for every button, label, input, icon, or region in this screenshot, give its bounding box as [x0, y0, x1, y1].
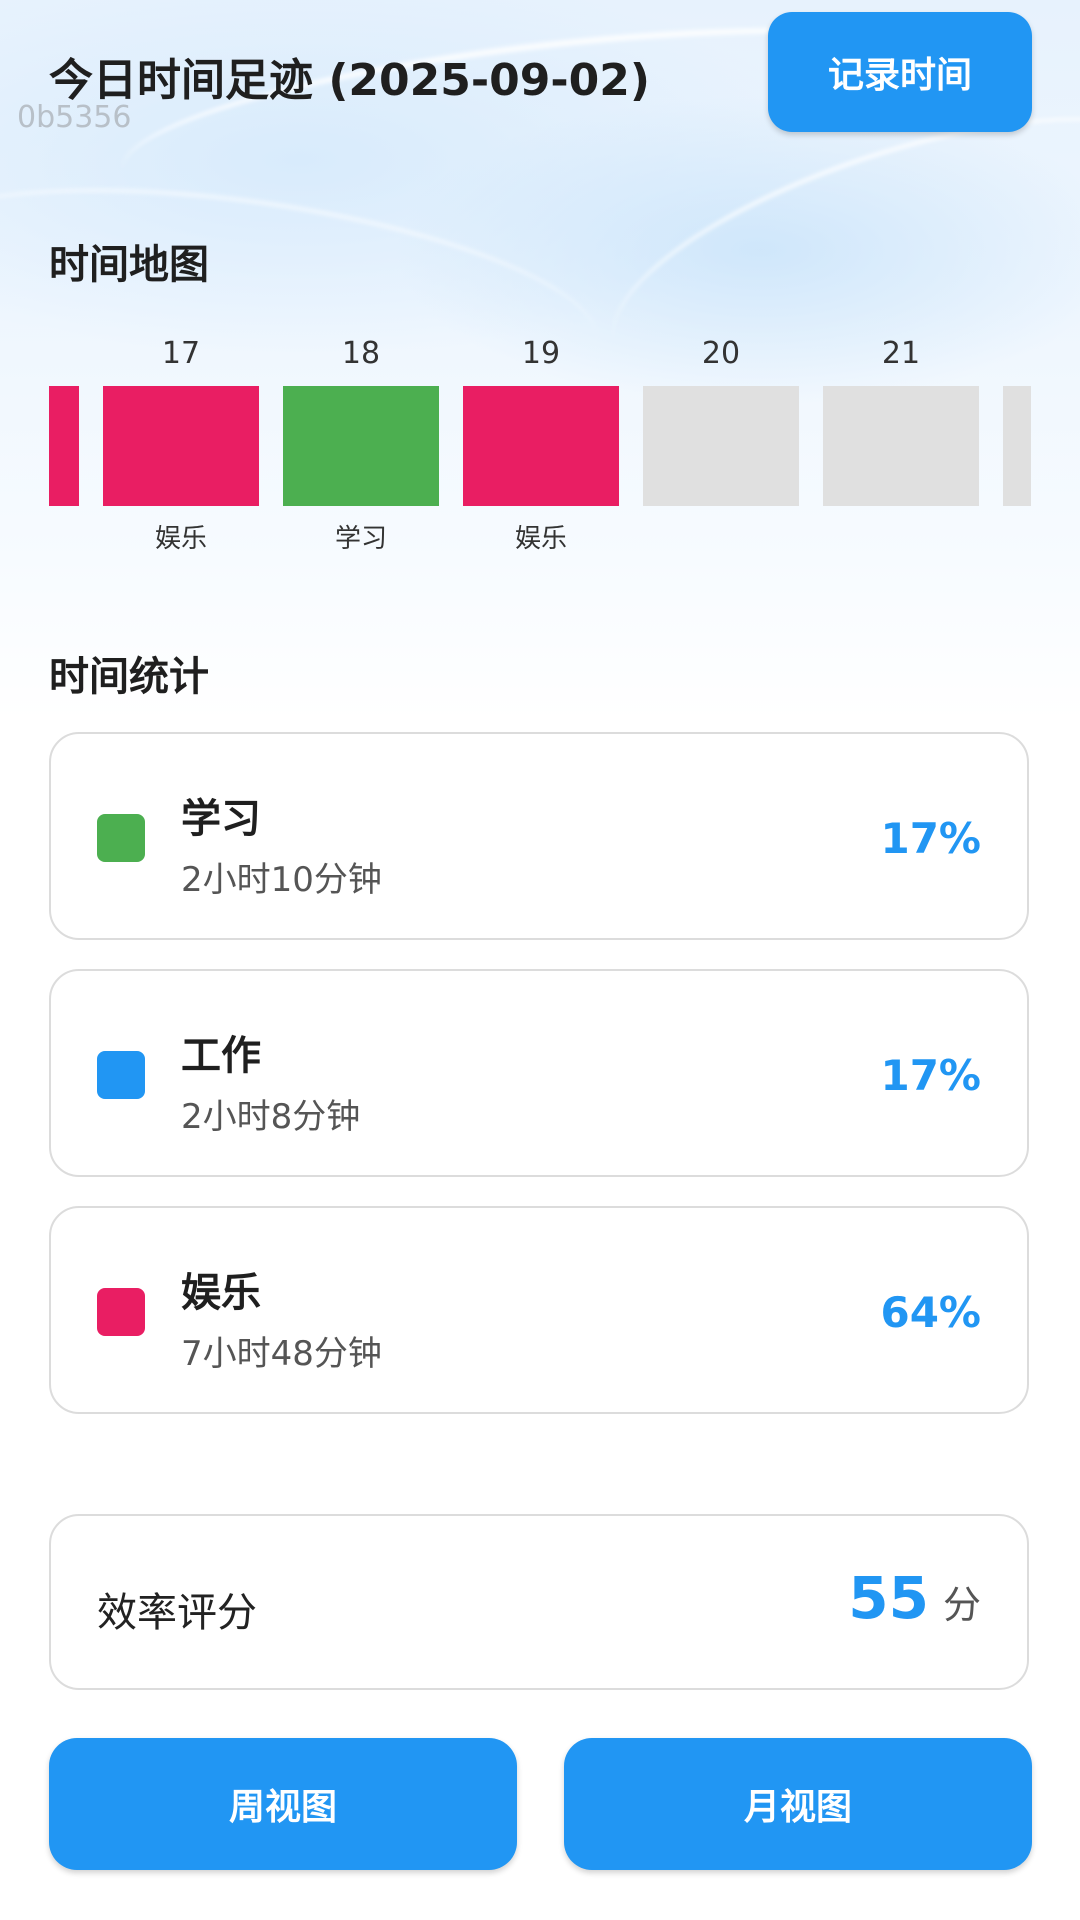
- category-name: 学习: [181, 796, 261, 842]
- hour-label: 19: [521, 336, 561, 371]
- time-map-hour[interactable]: 18 学习: [283, 326, 439, 566]
- time-map[interactable]: 17 娱乐 18 学习 19 娱乐 20 21: [49, 326, 1031, 566]
- stat-card-entertainment[interactable]: 娱乐 7小时48分钟 64%: [49, 1206, 1029, 1414]
- category-name: 娱乐: [181, 1270, 261, 1316]
- header: 今日时间足迹 (2025-09-02) 0b5356 记录时间: [17, 12, 1032, 146]
- hour-category-label: 娱乐: [514, 524, 567, 554]
- hour-category-label: 娱乐: [154, 524, 207, 554]
- time-map-hour[interactable]: 19 娱乐: [463, 326, 619, 566]
- category-percent: 17%: [880, 814, 981, 863]
- hour-block: [49, 386, 79, 506]
- category-percent: 17%: [880, 1051, 981, 1100]
- time-map-hour[interactable]: 17 娱乐: [103, 326, 259, 566]
- record-time-button[interactable]: 记录时间: [768, 12, 1032, 132]
- category-percent: 64%: [880, 1288, 981, 1337]
- hour-label: 21: [881, 336, 921, 371]
- time-map-hour[interactable]: 20: [643, 326, 799, 566]
- stat-card-work[interactable]: 工作 2小时8分钟 17%: [49, 969, 1029, 1177]
- hour-block: [823, 386, 979, 506]
- user-id-label: 0b5356: [17, 100, 132, 135]
- time-map-hour[interactable]: [49, 326, 79, 566]
- time-map-hour[interactable]: [1003, 326, 1031, 566]
- efficiency-score-unit: 分: [942, 1583, 981, 1627]
- hour-block: [1003, 386, 1031, 506]
- category-duration: 2小时8分钟: [181, 1097, 361, 1137]
- hour-block: [463, 386, 619, 506]
- category-duration: 2小时10分钟: [181, 860, 382, 900]
- timeline-section-title: 时间地图: [49, 242, 209, 288]
- time-map-hour[interactable]: 21: [823, 326, 979, 566]
- efficiency-score-value: 55: [848, 1564, 929, 1632]
- month-view-button[interactable]: 月视图: [564, 1738, 1032, 1870]
- efficiency-score-label: 效率评分: [97, 1590, 257, 1636]
- category-name: 工作: [181, 1033, 261, 1079]
- page-title: 今日时间足迹 (2025-09-02): [49, 55, 650, 106]
- week-view-button[interactable]: 周视图: [49, 1738, 517, 1870]
- efficiency-score-card: 效率评分 55 分: [49, 1514, 1029, 1690]
- efficiency-score: 55 分: [848, 1564, 981, 1632]
- hour-block: [103, 386, 259, 506]
- hour-category-label: 学习: [334, 524, 387, 554]
- category-duration: 7小时48分钟: [181, 1334, 382, 1374]
- hour-label: 17: [161, 336, 201, 371]
- hour-label: 20: [701, 336, 741, 371]
- hour-label: 18: [341, 336, 381, 371]
- stat-card-study[interactable]: 学习 2小时10分钟 17%: [49, 732, 1029, 940]
- category-color-swatch: [97, 814, 145, 862]
- stats-section-title: 时间统计: [49, 654, 209, 700]
- category-color-swatch: [97, 1288, 145, 1336]
- hour-block: [283, 386, 439, 506]
- hour-block: [643, 386, 799, 506]
- category-color-swatch: [97, 1051, 145, 1099]
